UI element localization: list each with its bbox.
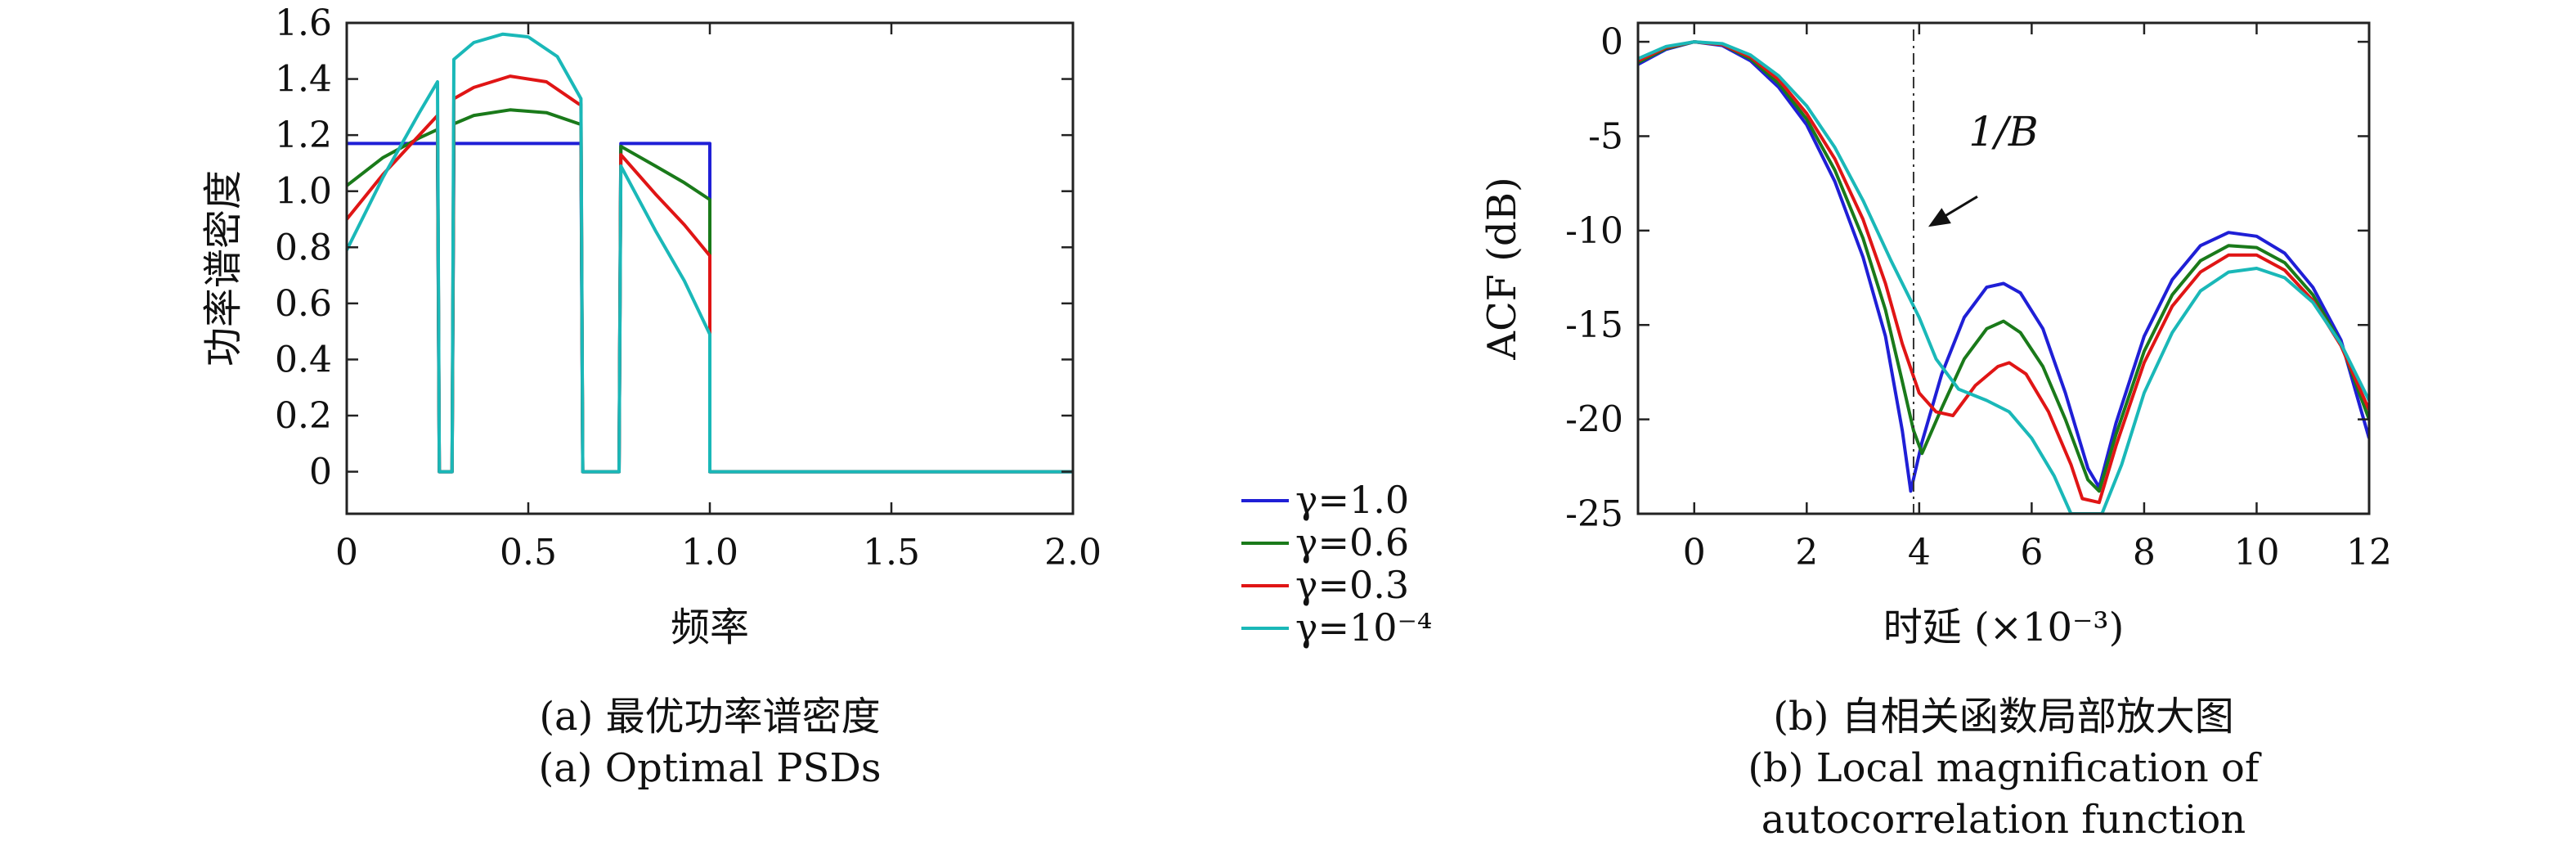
panel-b-y-axis-label: ACF (dB) (1479, 177, 1525, 360)
panel-a-y-tick-label: 1.6 (275, 2, 332, 44)
panel-a-y-tick-label: 1.0 (275, 171, 332, 213)
panel-a-y-tick-label: 0.6 (275, 283, 332, 325)
panel-a-y-ticks: 0 0.2 0.4 0.6 0.8 1.0 1.2 1.4 1.6 (275, 2, 1073, 493)
panel-b-series-line-0 (1638, 40, 2369, 493)
panel-a-y-tick-label: 0.8 (275, 227, 332, 268)
panel-a-y-tick-label: 0.4 (275, 339, 332, 380)
panel-a-x-tick-label: 0 (335, 532, 358, 573)
panel-a-x-tick-label: 1.0 (681, 532, 738, 573)
legend-label-1: γ=0.6 (1295, 520, 1409, 564)
panel-b-series-line-1 (1638, 40, 2369, 493)
panel-a-y-tick-label: 1.4 (275, 59, 332, 101)
panel-b-annotation-arrowhead (1928, 208, 1951, 227)
panel-b-series-group (1638, 40, 2369, 514)
panel-b-y-ticks: 0 -5 -10 -15 -20 -25 (1565, 21, 2369, 535)
panel-b-x-tick-label: 4 (1908, 532, 1931, 573)
caption-a-chinese: (a) 最优功率谱密度 (539, 694, 880, 740)
panel-b-plot-frame (1636, 21, 2371, 515)
panel-a-psd-chart: 0 0.5 1.0 1.5 2.0 00.20.40.60.81.01.21.41.6 … (200, 2, 1102, 650)
panel-b-y-tick-label: -10 (1565, 210, 1623, 252)
panel-b-x-tick-label: 0 (1683, 532, 1706, 573)
legend-label-3: γ=10⁻⁴ (1295, 605, 1432, 650)
panel-b-x-tick-label: 12 (2346, 532, 2392, 573)
panel-a-series-line-3 (345, 32, 1073, 474)
panel-b-series-line-2 (1638, 40, 2369, 505)
panel-b-series-line-3 (1638, 40, 2369, 514)
panel-a-x-axis-label: 频率 (671, 605, 749, 650)
panel-a-series-group (345, 32, 1073, 474)
panel-b-x-tick-label: 2 (1795, 532, 1818, 573)
legend: γ=1.0γ=0.6γ=0.3γ=10⁻⁴ (1241, 478, 1432, 650)
panel-b-y-tick-label: 0 (1600, 21, 1623, 63)
panel-a-y-axis-label: 功率谱密度 (200, 170, 246, 367)
caption-a-english: (a) Optimal PSDs (538, 745, 881, 791)
panel-a-x-tick-label: 0.5 (500, 532, 557, 573)
legend-label-2: γ=0.3 (1295, 563, 1409, 607)
panel-b-x-tick-label: 8 (2133, 532, 2156, 573)
panel-b-y-tick-label: -15 (1565, 304, 1623, 346)
panel-b-annotation-label: 1/B (1968, 108, 2038, 155)
caption-b-english-line1: (b) Local magnification of (1748, 745, 2262, 791)
panel-b-y-tick-label: -20 (1565, 399, 1623, 441)
panel-a-x-ticks: 0 0.5 1.0 1.5 2.0 (335, 23, 1102, 573)
panel-a-x-tick-label: 1.5 (863, 532, 920, 573)
panel-b-acf-chart: 1/B 0 2 4 6 8 10 12 0 -5 -10 -15 -20 -25 时延 (×10⁻³)… (1479, 21, 2392, 650)
panel-b-x-ticks: 0 2 4 6 8 10 12 (1683, 23, 2392, 573)
panel-a-x-tick-label: 2.0 (1044, 532, 1102, 573)
legend-label-0: γ=1.0 (1295, 478, 1409, 522)
panel-a-y-tick-label: 0.2 (275, 395, 332, 437)
panel-b-x-tick-label: 6 (2020, 532, 2043, 573)
panel-b-x-axis-label: 时延 (×10⁻³) (1883, 605, 2125, 650)
panel-a-y-tick-label: 1.2 (275, 115, 332, 156)
panel-b-x-tick-label: 10 (2233, 532, 2279, 573)
caption-b-english-line2: autocorrelation function (1761, 797, 2246, 843)
panel-a-y-tick-label: 0 (309, 452, 332, 493)
caption-b-chinese: (b) 自相关函数局部放大图 (1773, 694, 2233, 740)
panel-b-y-tick-label: -5 (1588, 115, 1623, 157)
panel-b-y-tick-label: -25 (1565, 493, 1623, 535)
